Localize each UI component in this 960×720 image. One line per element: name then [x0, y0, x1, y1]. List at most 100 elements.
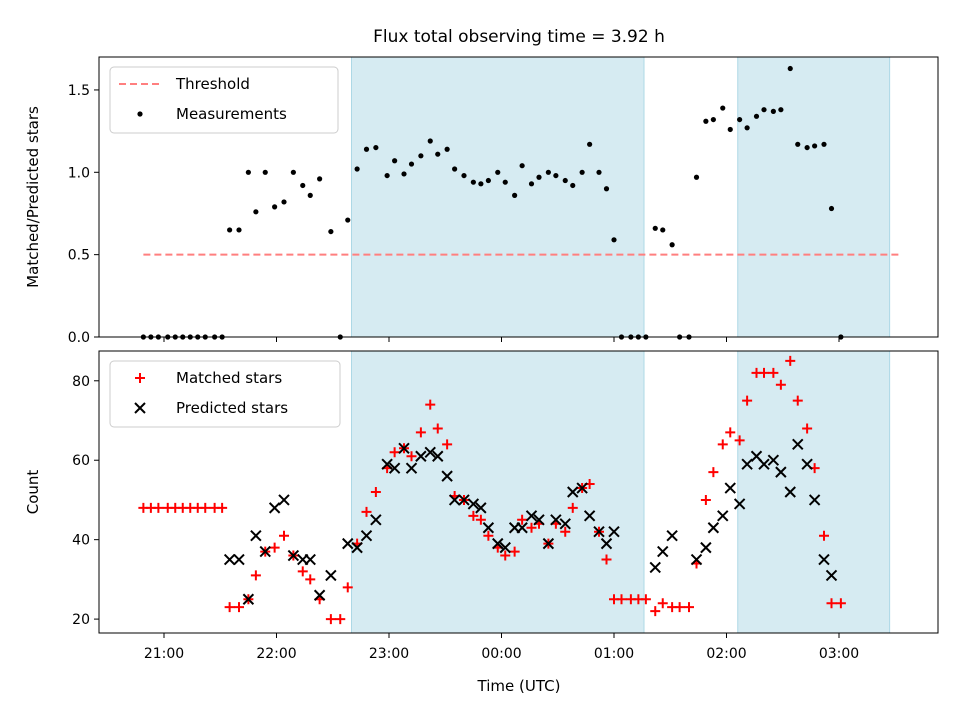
data-point [250, 570, 261, 581]
data-point [427, 138, 433, 144]
x-tick-label: 01:00 [594, 646, 634, 662]
y-tick-label: 60 [72, 453, 90, 469]
data-point [616, 594, 627, 605]
data-point [268, 502, 281, 514]
data-point [317, 176, 323, 182]
data-point [361, 506, 372, 517]
data-point [758, 458, 770, 470]
data-point [700, 494, 711, 505]
y-axis-label: Matched/Predicted stars [24, 106, 42, 288]
data-point [373, 144, 379, 151]
data-point [652, 225, 658, 231]
data-point [753, 113, 760, 119]
data-point [478, 181, 484, 187]
y-tick-label: 0.0 [68, 330, 90, 346]
data-point [775, 466, 787, 478]
data-point [304, 553, 316, 566]
data-point [223, 553, 236, 566]
data-point [657, 545, 669, 558]
data-point [272, 204, 278, 210]
data-point [737, 116, 743, 123]
data-point [801, 458, 813, 470]
legend-box [109, 66, 339, 134]
data-point [307, 192, 313, 198]
x-tick-label: 21:00 [144, 646, 184, 662]
data-point [770, 108, 776, 114]
data-point [351, 541, 363, 554]
data-point [370, 487, 381, 497]
data-point [253, 209, 259, 215]
x-tick-label: 02:00 [706, 646, 746, 662]
legend-x-marker [134, 402, 146, 414]
data-point [570, 182, 576, 189]
data-point [458, 494, 470, 506]
data-point [587, 141, 593, 147]
x-tick-label: 22:00 [256, 646, 296, 662]
data-point [583, 510, 596, 522]
data-point [384, 172, 390, 179]
data-point [596, 169, 602, 175]
data-point [470, 179, 476, 185]
data-point [690, 553, 703, 566]
data-point [649, 561, 661, 574]
data-point [601, 554, 612, 565]
data-point [795, 141, 801, 147]
data-point [819, 530, 829, 541]
data-point [710, 116, 716, 123]
data-point [245, 169, 251, 175]
data-point [608, 526, 620, 538]
data-point [415, 427, 426, 438]
data-point [502, 179, 508, 185]
data-point [468, 510, 479, 521]
data-point [666, 529, 678, 542]
axes-frame [98, 350, 939, 634]
data-point [236, 227, 242, 233]
data-point [734, 435, 745, 446]
data-point [250, 529, 262, 542]
data-point [401, 171, 407, 177]
data-point [233, 553, 245, 566]
data-point [499, 541, 511, 554]
data-point [835, 598, 846, 609]
data-point [674, 602, 685, 613]
data-point [281, 199, 287, 205]
data-point [603, 186, 610, 192]
axes-frame [98, 56, 939, 338]
data-point [467, 498, 480, 510]
data-point [495, 169, 501, 175]
data-point [335, 614, 346, 625]
data-point [354, 166, 360, 172]
y-tick-label: 80 [72, 374, 90, 390]
data-point [744, 125, 750, 131]
data-point [600, 537, 613, 550]
observing-window-1 [351, 350, 645, 634]
data-point [550, 514, 562, 526]
data-point [741, 458, 753, 470]
data-point [444, 146, 450, 152]
legend: Threshold Measurements [109, 66, 339, 134]
data-point [593, 526, 605, 538]
data-point [812, 143, 818, 149]
data-point [262, 169, 268, 175]
data-point [279, 530, 289, 541]
data-point [792, 438, 804, 451]
x-tick-label: 03:00 [819, 646, 859, 662]
panel-2: 20 40 60 80 21:00 22:00 23:00 00:00 01:00 02:00 03… [24, 350, 939, 662]
data-point [717, 510, 729, 522]
data-point [408, 161, 415, 167]
data-point [828, 205, 835, 212]
data-point [727, 126, 733, 133]
data-point [708, 467, 719, 478]
data-point [328, 228, 334, 235]
data-point [787, 65, 793, 72]
data-point [325, 569, 337, 582]
data-point [389, 447, 400, 458]
data-point [826, 598, 837, 609]
data-point [234, 602, 244, 613]
data-point [398, 442, 410, 455]
data-point [768, 367, 779, 378]
data-point [650, 606, 661, 617]
data-point [657, 598, 668, 609]
data-point [259, 545, 271, 558]
data-point [804, 144, 810, 151]
